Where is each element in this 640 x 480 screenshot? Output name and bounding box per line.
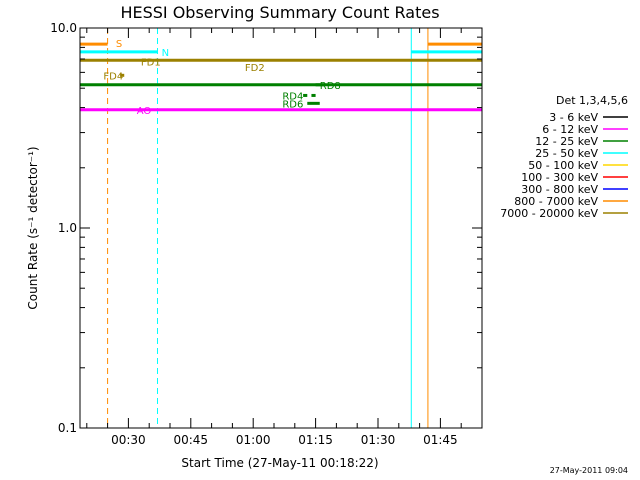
annotation-fd2: FD2 bbox=[245, 63, 265, 74]
annotation-fd1: FD1 bbox=[141, 57, 161, 68]
x-tick-label: 00:30 bbox=[111, 433, 146, 447]
legend-label: 100 - 300 keV bbox=[521, 171, 598, 184]
legend-label: 3 - 6 keV bbox=[549, 111, 598, 124]
plot-frame bbox=[79, 27, 483, 429]
legend-label: 50 - 100 keV bbox=[528, 159, 598, 172]
x-axis-label: Start Time (27-May-11 00:18:22) bbox=[181, 456, 378, 470]
annotation-fd4: FD4 bbox=[103, 71, 123, 82]
annotation-rd4: RD4 bbox=[282, 91, 303, 102]
legend-label: 7000 - 20000 keV bbox=[500, 207, 598, 220]
x-tick-label: 00:45 bbox=[173, 433, 208, 447]
annotation-n: N bbox=[162, 48, 169, 59]
legend-label: 300 - 800 keV bbox=[521, 183, 598, 196]
legend-label: 25 - 50 keV bbox=[535, 147, 598, 160]
annotation-rd6: RD6 bbox=[282, 99, 303, 110]
legend-title: Det 1,3,4,5,6 bbox=[556, 94, 628, 107]
y-tick-label: 0.1 bbox=[58, 421, 77, 435]
legend-label: 12 - 25 keV bbox=[535, 135, 598, 148]
legend-label: 6 - 12 keV bbox=[542, 123, 598, 136]
y-axis-label: Count Rate (s⁻¹ detector⁻¹) bbox=[26, 146, 40, 309]
footer-timestamp: 27-May-2011 09:04 bbox=[550, 466, 628, 475]
x-tick-label: 01:00 bbox=[236, 433, 271, 447]
x-tick-label: 01:30 bbox=[361, 433, 396, 447]
chart-title: HESSI Observing Summary Count Rates bbox=[120, 3, 439, 22]
legend-label: 800 - 7000 keV bbox=[514, 195, 598, 208]
annotation-ao: AO bbox=[137, 106, 152, 117]
x-tick-label: 01:15 bbox=[298, 433, 333, 447]
y-tick-label: 10.0 bbox=[50, 21, 77, 35]
axes: 0.1 1.0 10.0 00:30 00:45 01:00 01:15 01:30 01:45 bbox=[50, 21, 483, 447]
y-tick-label: 1.0 bbox=[58, 221, 77, 235]
annotation-s: S bbox=[116, 39, 122, 50]
x-tick-label: 01:45 bbox=[423, 433, 458, 447]
annotation-rd8: RD8 bbox=[320, 81, 341, 92]
